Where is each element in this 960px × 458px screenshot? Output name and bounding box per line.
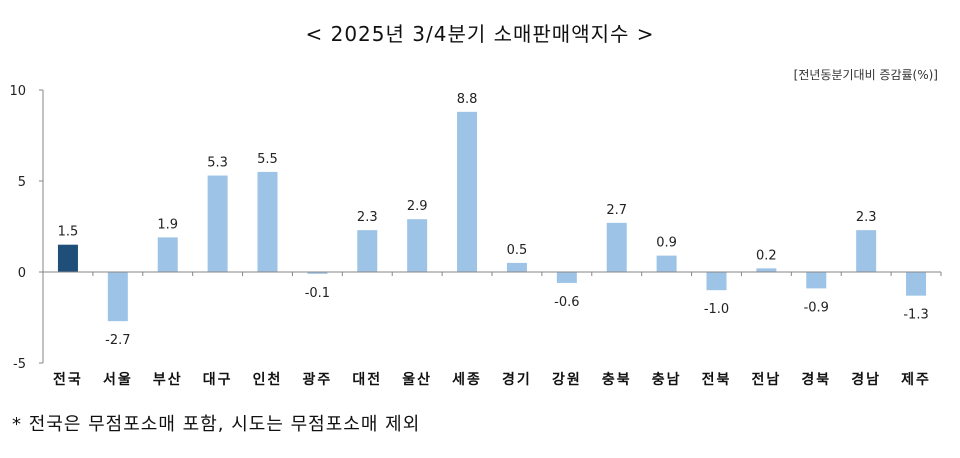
bar-인천: [257, 171, 278, 272]
value-label: 2.9: [407, 199, 428, 214]
value-label: -0.6: [554, 295, 579, 310]
category-label: 대구: [203, 372, 233, 388]
value-label: 0.5: [507, 243, 528, 258]
value-label: 5.5: [257, 152, 278, 167]
y-tick-label: 10: [9, 84, 26, 99]
x-axis: [43, 271, 942, 276]
category-label: 부산: [153, 371, 183, 388]
bar-전남: [756, 268, 777, 272]
value-label: 0.2: [756, 248, 777, 263]
value-label: 1.5: [58, 225, 79, 240]
value-label: -1.3: [903, 308, 928, 323]
bar-강원: [556, 272, 577, 283]
category-label: 울산: [402, 371, 432, 388]
bar-대구: [207, 175, 228, 272]
bar-충북: [606, 222, 627, 272]
unit-label: [전년동분기대비 증감률(%)]: [793, 68, 938, 82]
category-label: 대전: [352, 371, 382, 388]
bar-경남: [856, 230, 877, 272]
y-tick-label: 0: [18, 266, 26, 281]
value-label: 2.3: [856, 210, 877, 225]
value-label: 8.8: [457, 92, 478, 107]
value-label: -0.1: [305, 286, 330, 301]
category-label: 경남: [851, 371, 881, 388]
bar-세종: [457, 111, 478, 272]
bar-대전: [357, 230, 378, 272]
bar-광주: [307, 272, 328, 274]
category-label: 전북: [702, 371, 732, 388]
bar-서울: [107, 272, 128, 322]
category-label: 인천: [253, 371, 283, 388]
y-tick-label: 5: [18, 175, 26, 190]
value-label: 5.3: [207, 156, 228, 171]
category-label: 세종: [452, 372, 482, 388]
category-label: 전남: [752, 371, 782, 388]
category-label: 서울: [103, 371, 133, 388]
bar-전국: [57, 244, 78, 272]
footnote: * 전국은 무점포소매 포함, 시도는 무점포소매 제외: [12, 414, 421, 435]
value-label: 2.7: [606, 203, 627, 218]
category-label: 충남: [652, 371, 682, 388]
bar-울산: [407, 219, 428, 272]
value-label: 2.3: [357, 210, 378, 225]
value-label: -1.0: [704, 302, 729, 317]
bar-제주: [906, 272, 927, 296]
value-label: -0.9: [804, 300, 829, 315]
category-label: 강원: [552, 371, 582, 388]
category-label: 충북: [602, 372, 632, 388]
category-label: 경기: [502, 371, 532, 388]
bar-부산: [157, 237, 178, 272]
category-label: 전국: [53, 371, 83, 388]
bar-전북: [706, 272, 727, 291]
bars: 1.5 전국 -2.7 서울 1.9 부산 5.3 대구 5.5 인천 -0.1 광주 2.3 대전 2.9…: [53, 92, 931, 388]
category-label: 제주: [901, 372, 931, 388]
value-label: -2.7: [105, 333, 130, 348]
category-label: 경북: [801, 371, 831, 388]
value-label: 0.9: [656, 236, 677, 251]
category-label: 광주: [303, 371, 333, 388]
value-label: 1.9: [157, 217, 178, 232]
y-tick-label: -5: [13, 357, 26, 372]
bar-chart: 10 5 0 -5 1.5 전국 -2.7 서울 1.9 부산 5.3 대구 5.5 인천 -0.1 광주 2…: [9, 84, 942, 388]
bar-경기: [506, 262, 527, 272]
chart-title: < 2025년 3/4분기 소매판매액지수 >: [305, 22, 655, 46]
bar-경북: [806, 272, 827, 289]
bar-충남: [656, 255, 677, 272]
y-axis: 10 5 0 -5: [9, 84, 44, 372]
